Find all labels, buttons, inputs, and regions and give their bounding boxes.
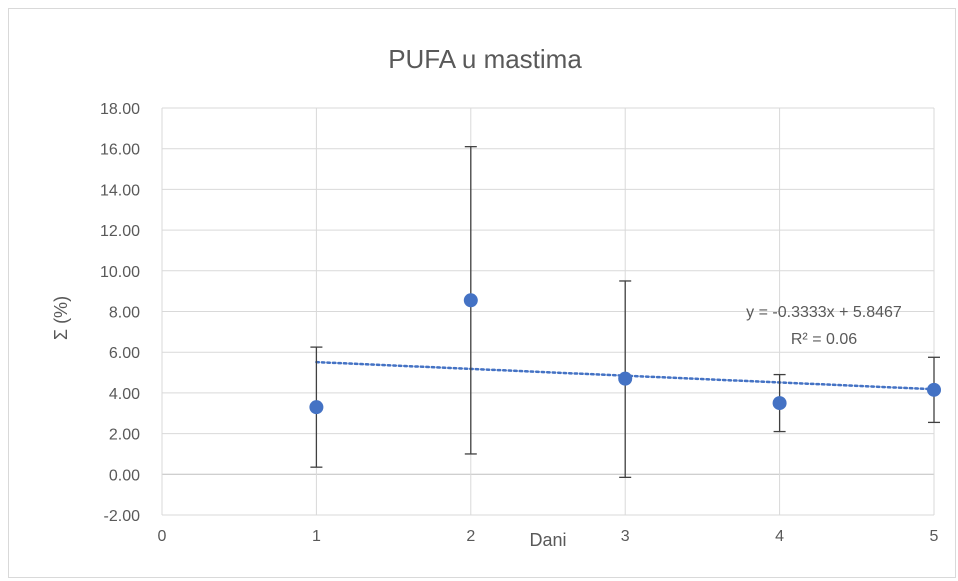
x-tick-label: 5 — [930, 528, 939, 545]
x-axis-title: Dani — [529, 530, 566, 550]
data-point — [618, 371, 633, 386]
data-point — [463, 293, 478, 308]
y-tick-label: 18.00 — [100, 101, 140, 118]
y-tick-label: 6.00 — [109, 345, 140, 362]
y-tick-label: 14.00 — [100, 182, 140, 199]
y-tick-label: 4.00 — [109, 386, 140, 403]
x-tick-label: 4 — [775, 528, 784, 545]
data-point — [309, 400, 324, 415]
y-tick-label: 12.00 — [100, 223, 140, 240]
x-tick-label: 3 — [621, 528, 630, 545]
x-tick-label: 1 — [312, 528, 321, 545]
y-axis-tick-labels: -2.00 0.00 2.00 4.00 6.00 8.00 10.00 12.00 14.00… — [100, 101, 140, 525]
x-tick-label: 2 — [466, 528, 475, 545]
trendline-r-squared: R² = 0.06 — [791, 331, 857, 348]
chart-title: PUFA u mastima — [388, 44, 582, 74]
data-points — [309, 293, 941, 415]
y-tick-label: 2.00 — [109, 427, 140, 444]
y-tick-label: 16.00 — [100, 142, 140, 159]
chart-frame — [8, 8, 956, 578]
y-axis-title: Σ (%) — [51, 296, 71, 340]
y-tick-label: 10.00 — [100, 264, 140, 281]
data-point — [772, 396, 787, 411]
y-tick-label: 8.00 — [109, 305, 140, 322]
trendline-equation: y = -0.3333x + 5.8467 — [746, 304, 902, 321]
x-axis-tick-labels: 0 1 2 3 4 5 — [158, 528, 939, 545]
data-point — [927, 382, 941, 397]
y-tick-label: 0.00 — [109, 467, 140, 484]
y-tick-label: -2.00 — [104, 508, 141, 525]
x-tick-label: 0 — [158, 528, 167, 545]
